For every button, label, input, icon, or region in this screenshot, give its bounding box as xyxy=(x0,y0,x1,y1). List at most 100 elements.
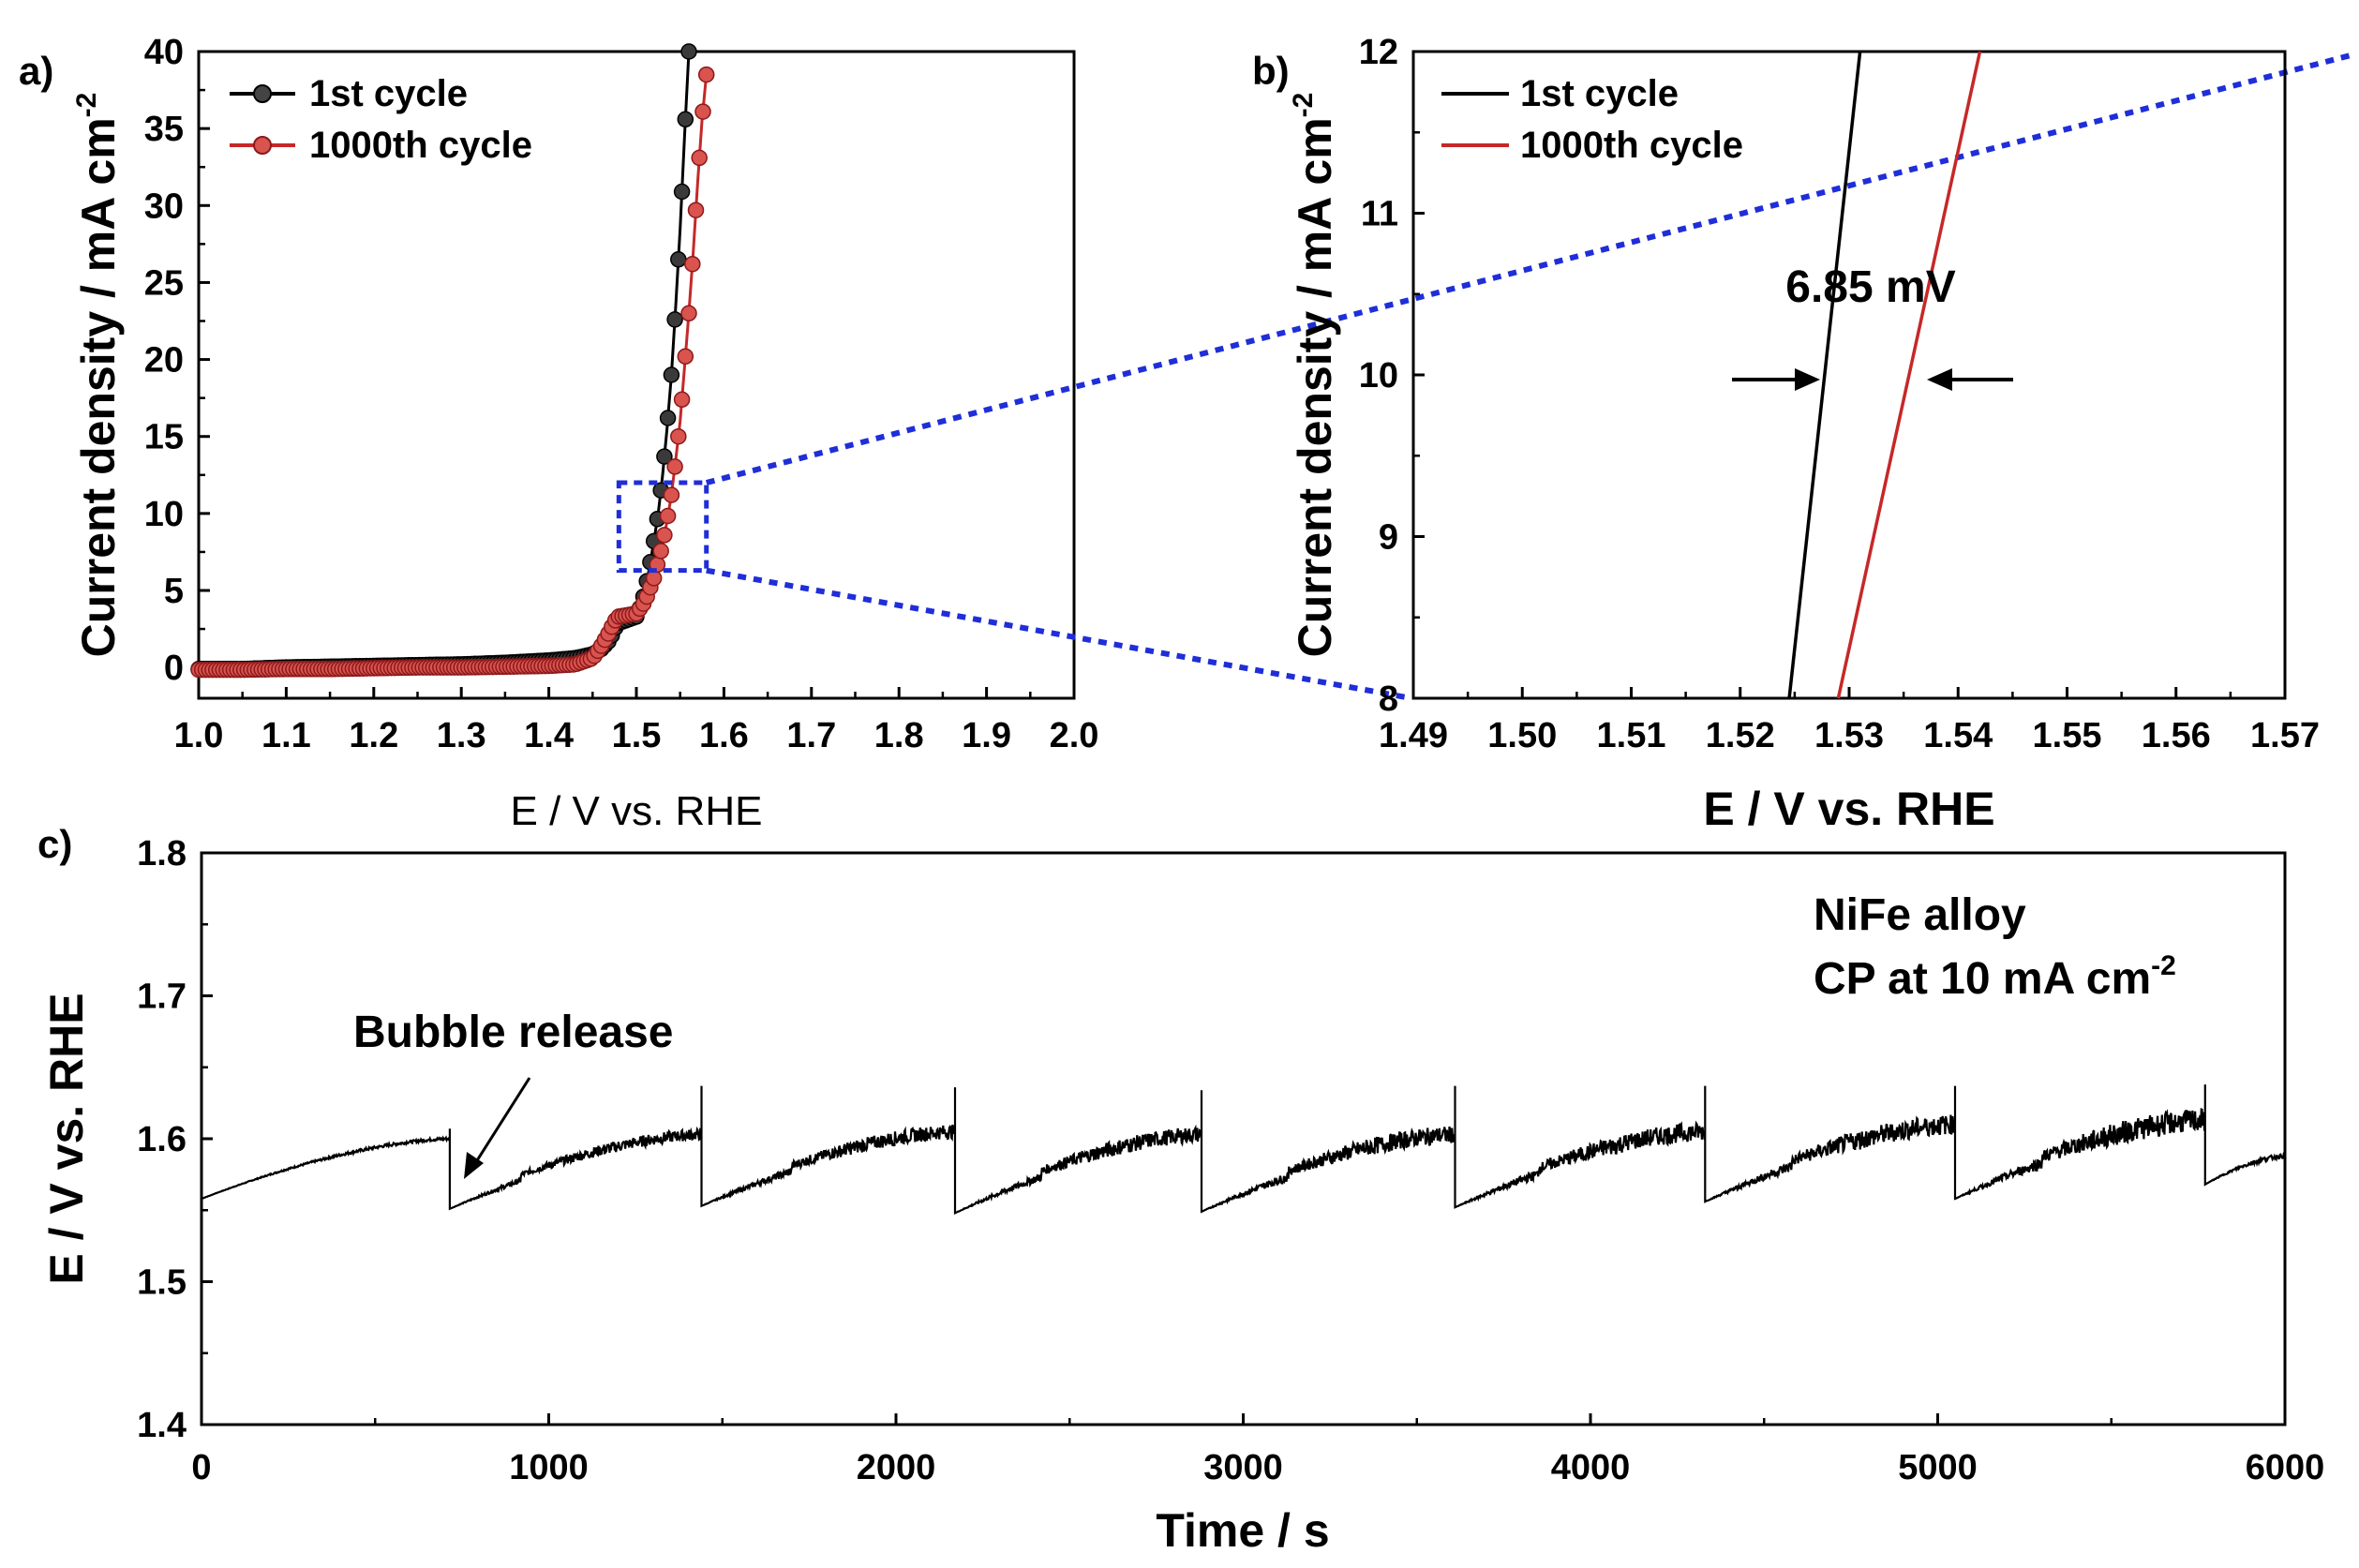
x-tick-label: 1.56 xyxy=(2142,716,2211,755)
y-tick-label: 10 xyxy=(1359,356,1398,396)
x-tick-label: 1.5 xyxy=(612,716,662,755)
y-tick-label: 5 xyxy=(164,572,184,611)
x-tick-label: 1.51 xyxy=(1597,716,1666,755)
panel-a-marker-1st xyxy=(666,311,683,328)
panel-a-legend-label-1000th: 1000th cycle xyxy=(309,125,532,166)
x-tick-label: 1.57 xyxy=(2250,716,2320,755)
panel-a-marker-1000th xyxy=(673,391,691,409)
x-tick-label: 1.50 xyxy=(1487,716,1557,755)
panel-b-y-ticks: 8 9 10 11 12 xyxy=(1359,33,1425,719)
panel-c-annotation-material: NiFe alloy xyxy=(1814,890,2026,940)
panel-a-y-ticks: 0 5 10 15 20 25 30 35 40 xyxy=(144,33,210,688)
panel-a-zoom-box xyxy=(616,480,709,574)
panel-c-x-ticks: 0 1000 2000 3000 4000 5000 6000 xyxy=(191,1413,2324,1487)
panel-b-arrow-left-head xyxy=(1795,368,1820,391)
y-tick-label: 20 xyxy=(144,341,184,381)
panel-a-x-ticks: 1.0 1.1 1.2 1.3 1.4 1.5 1.6 1.7 1.8 1.9 2.0 xyxy=(174,687,1098,755)
panel-a-legend: 1st cycle 1000th cycle xyxy=(230,73,532,166)
panel-a-marker-1000th xyxy=(687,202,705,218)
panel-a-marker-1st xyxy=(656,448,673,465)
panel-a-series xyxy=(190,43,715,679)
x-tick-label: 1.53 xyxy=(1814,716,1884,755)
x-tick-label: 1.54 xyxy=(1923,716,1993,755)
x-tick-label: 1.2 xyxy=(349,716,398,755)
x-tick-label: 1.9 xyxy=(962,716,1011,755)
x-tick-label: 1000 xyxy=(509,1448,589,1487)
x-tick-label: 1.3 xyxy=(437,716,486,755)
y-tick-label: 25 xyxy=(144,263,184,303)
panel-a-marker-1000th xyxy=(684,255,701,273)
panel-a-x-axis-title: E / V vs. RHE xyxy=(511,788,763,834)
panel-c-y-ticks: 1.4 1.5 1.6 1.7 1.8 xyxy=(137,834,213,1445)
panel-a-marker-1000th xyxy=(659,507,677,525)
y-tick-label: 1.5 xyxy=(137,1263,187,1303)
panel-b-legend-label-1000th: 1000th cycle xyxy=(1520,125,1743,166)
y-tick-label: 1.4 xyxy=(137,1406,187,1445)
panel-b-legend-label-1st: 1st cycle xyxy=(1520,73,1679,114)
panel-c-arrow-head xyxy=(464,1152,484,1179)
panel-a-marker-1st xyxy=(673,183,691,201)
panel-a-marker-1000th xyxy=(663,486,680,503)
panel-a-marker-1000th xyxy=(691,149,708,167)
panel-a-marker-1st xyxy=(663,366,680,383)
panel-b-arrows xyxy=(1732,368,2013,391)
panel-a-legend-marker-1000th xyxy=(253,136,272,155)
panel-a-marker-1000th xyxy=(666,458,683,475)
panel-c-arrow-shaft xyxy=(472,1077,531,1166)
panel-a-marker-1000th xyxy=(645,570,663,587)
panel-a-marker-1000th xyxy=(680,305,697,322)
panel-c-annotation-condition: CP at 10 mA cm-2 xyxy=(1814,950,2176,1004)
x-tick-label: 1.52 xyxy=(1706,716,1775,755)
x-tick-label: 0 xyxy=(191,1448,211,1487)
panel-a-y-axis-title-main: Current density / mA cm xyxy=(72,117,125,657)
y-tick-label: 8 xyxy=(1379,679,1398,719)
panel-c-annotation-condition-main: CP at 10 mA cm xyxy=(1814,954,2151,1004)
x-tick-label: 3000 xyxy=(1203,1448,1283,1487)
x-tick-label: 4000 xyxy=(1551,1448,1631,1487)
panel-a-marker-1000th xyxy=(677,348,694,366)
zoom-connector-top xyxy=(705,52,2355,485)
panel-a-y-axis-title: Current density / mA cm-2 xyxy=(71,93,125,658)
panel-a-marker-1st xyxy=(659,410,677,426)
y-tick-label: 12 xyxy=(1359,33,1398,72)
panel-c-x-axis-title: Time / s xyxy=(1156,1504,1329,1557)
panel-b-x-ticks: 1.49 1.50 1.51 1.52 1.53 1.54 1.55 1.56 1.57 xyxy=(1379,687,2320,755)
panel-a-marker-1000th xyxy=(670,427,687,445)
x-tick-label: 2000 xyxy=(857,1448,936,1487)
x-tick-label: 1.1 xyxy=(261,716,311,755)
y-tick-label: 9 xyxy=(1379,518,1398,558)
y-tick-label: 0 xyxy=(164,649,184,688)
panel-b-x-axis-title: E / V vs. RHE xyxy=(1703,783,1994,835)
y-tick-label: 40 xyxy=(144,33,184,72)
panel-b-line-1000th xyxy=(1836,51,1982,699)
y-tick-label: 35 xyxy=(144,110,184,149)
panel-c: c) 0 1000 2000 3000 4000 5000 6000 1.41.51.61.… xyxy=(37,822,2324,1557)
panel-b-label: b) xyxy=(1252,49,1290,93)
x-tick-label: 5000 xyxy=(1898,1448,1978,1487)
x-tick-label: 1.6 xyxy=(699,716,749,755)
panel-a: a) 1.0 1.1 1.2 1.3 1.4 1.5 1.6 1.7 1.8 1.9 2.0 0 5 1… xyxy=(19,33,1098,834)
panel-c-y-axis-title: E / V vs. RHE xyxy=(40,993,93,1284)
x-tick-label: 1.4 xyxy=(524,716,574,755)
panel-a-legend-label-1st: 1st cycle xyxy=(309,73,468,114)
panel-c-series-trace xyxy=(201,1084,2286,1215)
panel-a-marker-1000th xyxy=(694,103,711,120)
panel-b-arrow-right-head xyxy=(1927,368,1952,391)
panel-c-annotation-condition-sup: -2 xyxy=(2151,950,2176,981)
panel-b: b) 1.49 1.50 1.51 1.52 1.53 1.54 1.55 1.56 1.57 … xyxy=(1252,33,2320,835)
panel-a-marker-1st xyxy=(670,251,687,268)
panel-b-series xyxy=(1787,51,1982,699)
panel-a-legend-marker-1st xyxy=(253,84,272,103)
panel-c-label: c) xyxy=(37,822,72,866)
panel-b-y-axis-title-main: Current density / mA cm xyxy=(1289,117,1341,657)
panel-a-y-axis-title-sup: -2 xyxy=(71,93,102,118)
panel-a-marker-1st xyxy=(677,111,694,128)
panel-a-marker-1000th xyxy=(652,543,669,560)
x-tick-label: 1.7 xyxy=(786,716,836,755)
x-tick-label: 6000 xyxy=(2246,1448,2325,1487)
x-tick-label: 1.55 xyxy=(2033,716,2102,755)
y-tick-label: 1.8 xyxy=(137,834,187,874)
y-tick-label: 1.7 xyxy=(137,978,187,1017)
panel-c-annotation-bubble-release: Bubble release xyxy=(353,1008,673,1057)
